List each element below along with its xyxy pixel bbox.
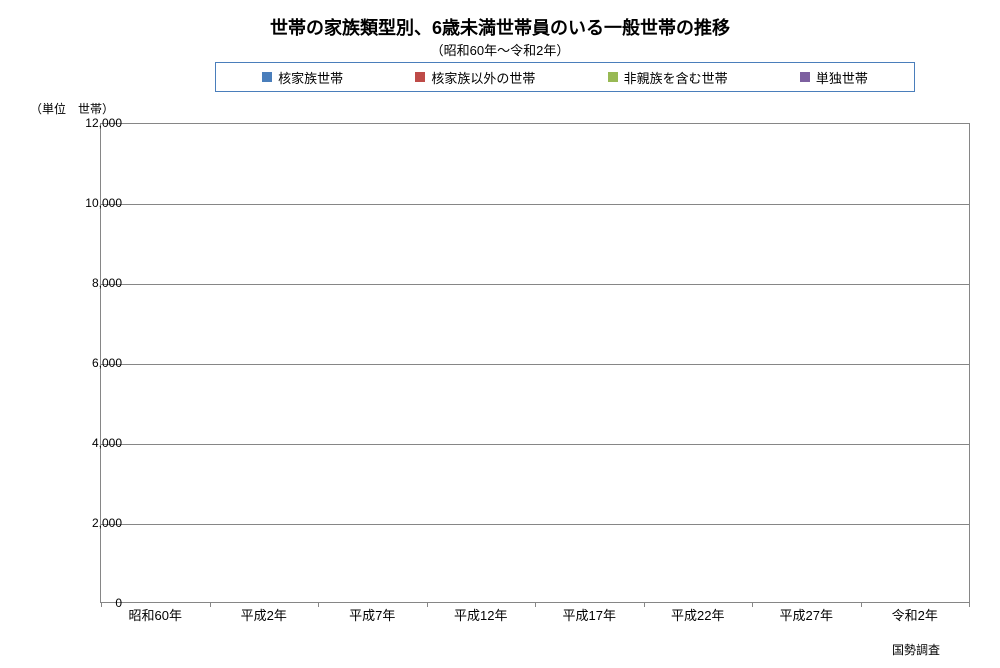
x-tick-label: 平成27年	[752, 605, 861, 624]
x-tick-mark	[101, 602, 102, 607]
bar-slot: 平成22年	[644, 124, 753, 602]
x-tick-label: 平成2年	[210, 605, 319, 624]
x-tick-label: 平成22年	[644, 605, 753, 624]
x-tick-label: 平成12年	[427, 605, 536, 624]
legend-swatch	[608, 72, 618, 82]
legend-item: 核家族世帯	[262, 68, 343, 87]
y-tick-label: 4,000	[92, 436, 122, 450]
gridline	[101, 284, 969, 285]
x-tick-mark	[210, 602, 211, 607]
legend-label: 核家族以外の世帯	[431, 68, 535, 87]
chart-title: 世帯の家族類型別、6歳未満世帯員のいる一般世帯の推移	[0, 14, 1000, 40]
x-tick-mark	[969, 602, 970, 607]
plot-area: 昭和60年平成2年平成7年平成12年平成17年平成22年平成27年令和2年	[100, 123, 970, 603]
chart-subtitle: （昭和60年～令和2年）	[0, 40, 1000, 59]
gridline	[101, 204, 969, 205]
x-tick-label: 平成7年	[318, 605, 427, 624]
source-label: 国勢調査	[892, 641, 940, 658]
gridline	[101, 444, 969, 445]
x-tick-mark	[535, 602, 536, 607]
x-tick-mark	[427, 602, 428, 607]
bar-slot: 平成17年	[535, 124, 644, 602]
legend: 核家族世帯 核家族以外の世帯 非親族を含む世帯 単独世帯	[215, 62, 915, 92]
bar-slot: 令和2年	[861, 124, 970, 602]
bar-slot: 平成27年	[752, 124, 861, 602]
legend-label: 核家族世帯	[278, 68, 343, 87]
legend-label: 非親族を含む世帯	[624, 68, 728, 87]
x-tick-mark	[318, 602, 319, 607]
legend-swatch	[262, 72, 272, 82]
legend-label: 単独世帯	[816, 68, 868, 87]
x-tick-label: 令和2年	[861, 605, 970, 624]
y-tick-label: 12,000	[85, 116, 122, 130]
y-tick-label: 2,000	[92, 516, 122, 530]
x-tick-label: 平成17年	[535, 605, 644, 624]
legend-item: 核家族以外の世帯	[415, 68, 535, 87]
legend-item: 単独世帯	[800, 68, 868, 87]
x-tick-mark	[752, 602, 753, 607]
x-tick-mark	[644, 602, 645, 607]
legend-swatch	[800, 72, 810, 82]
bar-slot: 平成7年	[318, 124, 427, 602]
y-tick-label: 0	[115, 596, 122, 610]
bar-slot: 平成12年	[427, 124, 536, 602]
bars-row: 昭和60年平成2年平成7年平成12年平成17年平成22年平成27年令和2年	[101, 124, 969, 602]
legend-swatch	[415, 72, 425, 82]
y-tick-label: 6,000	[92, 356, 122, 370]
gridline	[101, 364, 969, 365]
y-tick-label: 8,000	[92, 276, 122, 290]
legend-item: 非親族を含む世帯	[608, 68, 728, 87]
x-tick-mark	[861, 602, 862, 607]
chart-container: 世帯の家族類型別、6歳未満世帯員のいる一般世帯の推移 （昭和60年～令和2年） …	[0, 0, 1000, 668]
y-tick-label: 10,000	[85, 196, 122, 210]
gridline	[101, 524, 969, 525]
y-axis-unit-label: （単位 世帯）	[30, 100, 114, 117]
bar-slot: 平成2年	[210, 124, 319, 602]
